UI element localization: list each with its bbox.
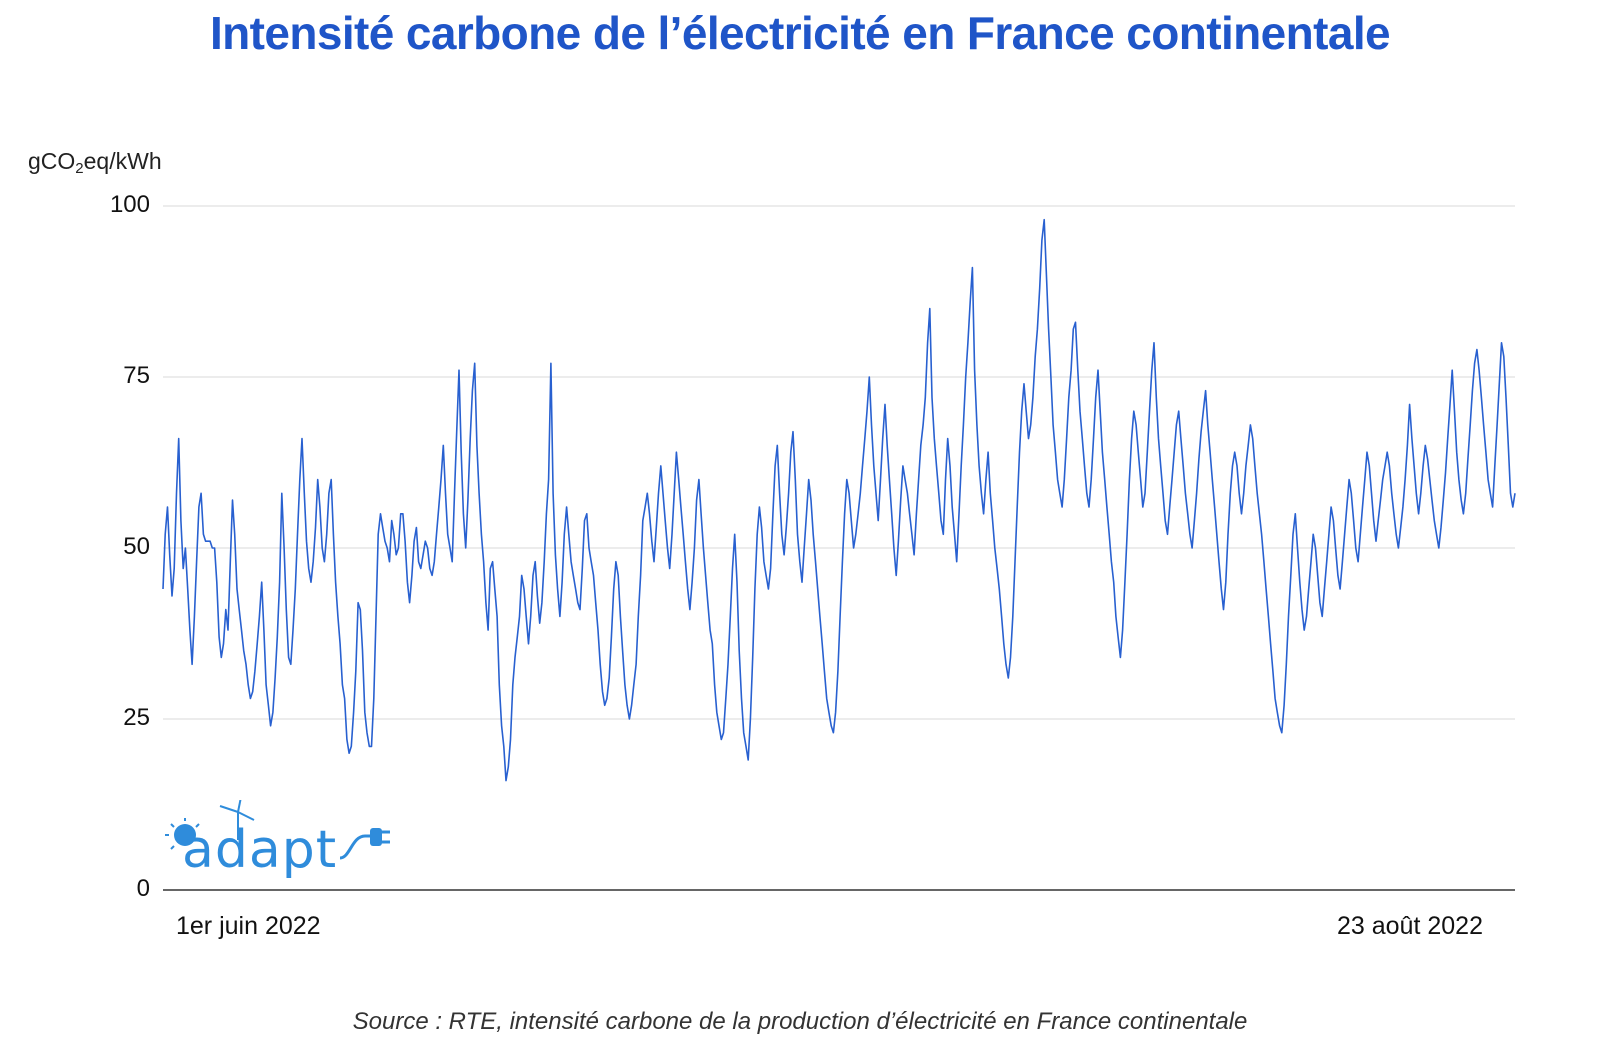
unit-tail: eq/kWh [83, 148, 162, 174]
y-axis-unit-label: gCO2eq/kWh [28, 148, 162, 177]
sun-icon [165, 818, 200, 850]
y-tick-label: 0 [136, 875, 150, 902]
chart-title: Intensité carbone de l’électricité en Fr… [209, 7, 1391, 59]
y-tick-label: 50 [123, 533, 150, 560]
adapt-logo: adapt [160, 800, 400, 900]
source-note: Source : RTE, intensité carbone de la pr… [352, 1008, 1248, 1035]
unit-main: gCO [28, 148, 76, 174]
y-tick-label: 25 [123, 704, 150, 731]
y-tick-label: 75 [123, 362, 150, 389]
series-group [162, 218, 1516, 782]
wind-turbine-icon [219, 800, 255, 840]
logo-graphics [165, 800, 390, 860]
logo-text: adapt [182, 820, 338, 880]
grid-lines [163, 205, 1515, 720]
plug-icon [339, 828, 390, 860]
series-line [162, 218, 1516, 782]
x-tick-label: 23 août 2022 [1337, 912, 1483, 940]
x-tick-label: 1er juin 2022 [176, 912, 321, 940]
unit-subscript: 2 [75, 160, 84, 177]
y-tick-label: 100 [109, 191, 150, 218]
